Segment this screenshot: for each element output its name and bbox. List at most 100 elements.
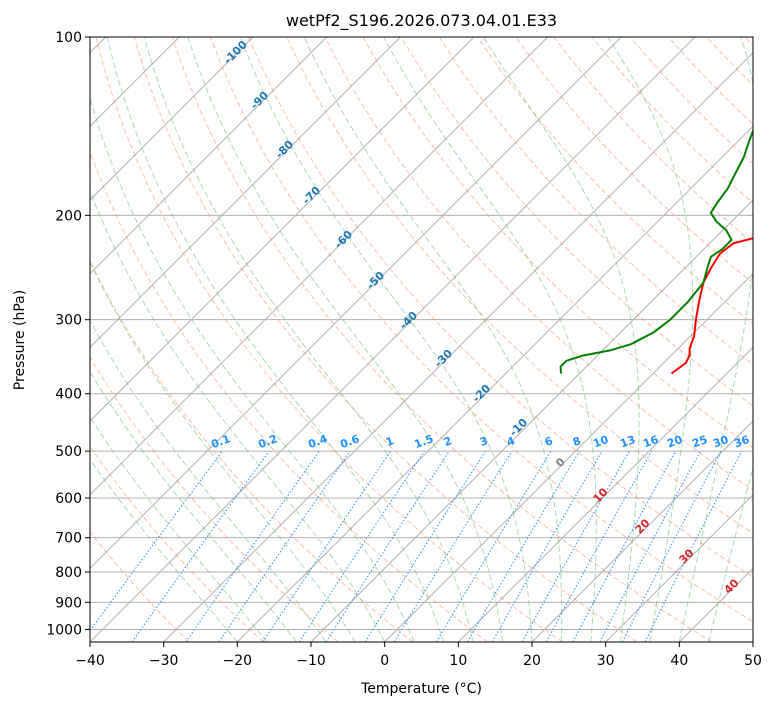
mixing-ratio-line [435, 450, 552, 642]
mixing-ratio-label: 8 [571, 434, 583, 449]
moist-adiabat-line [383, 37, 597, 642]
mixing-ratio-lines [90, 450, 743, 642]
mixing-ratio-line [621, 450, 722, 642]
mixing-ratio-line [298, 450, 425, 642]
x-tick-label: 0 [380, 653, 389, 669]
y-tick-label: 900 [55, 595, 82, 611]
y-tick-label: 1000 [46, 622, 82, 638]
dry-adiabat-line [248, 37, 753, 578]
moist-adiabat-line [482, 37, 640, 642]
mixing-ratio-line [90, 450, 223, 632]
chart-title: wetPf2_S196.2026.073.04.01.E33 [286, 11, 557, 31]
mixing-ratio-label: 36 [732, 433, 751, 451]
mixing-ratio-label: 2 [442, 434, 454, 449]
mixing-ratio-line [364, 450, 486, 642]
isotherm-line [163, 51, 753, 642]
mixing-ratio-label: 13 [618, 433, 637, 450]
isotherm-line [90, 37, 696, 642]
isotherm-line [90, 37, 622, 570]
isotherm-line [531, 420, 753, 642]
x-tick-label: 40 [670, 653, 688, 669]
x-tick-label: −40 [75, 653, 105, 669]
isotherm-line [90, 37, 401, 349]
mixing-ratio-line [572, 450, 677, 642]
moist-adiabat-line [90, 416, 268, 642]
mixing-ratio-label: 0.2 [256, 432, 279, 451]
y-tick-label: 500 [55, 444, 82, 460]
x-tick-label: −30 [149, 653, 179, 669]
isotherm-line [90, 37, 328, 275]
dewpoint-profile-line [559, 128, 753, 374]
dry-adiabat-line [515, 37, 753, 284]
y-axis-label: Pressure (hPa) [12, 290, 28, 390]
mixing-ratio-label: 20 [665, 433, 684, 451]
dry-adiabat-line [171, 37, 712, 642]
isotherm-line [90, 37, 254, 201]
dry-adiabat-line [90, 531, 190, 642]
moist-adiabat-line [187, 37, 503, 642]
dry-adiabat-line [324, 37, 753, 491]
x-tick-label: 10 [449, 653, 467, 669]
moist-adiabat-line [106, 37, 445, 642]
mixing-ratio-line [218, 450, 351, 642]
moist-adiabat-line [90, 260, 356, 642]
mixing-ratio-line [131, 450, 270, 642]
x-tick-label: 50 [744, 653, 762, 669]
dry-adiabat-line [90, 445, 264, 642]
moist-adiabat-line [303, 37, 563, 642]
y-tick-label: 400 [55, 387, 82, 403]
mixing-ratio-label: 1.5 [412, 432, 435, 451]
mixing-ratio-label: 0.1 [209, 432, 232, 451]
isotherm-line [605, 493, 753, 642]
moist-adiabat-lines [90, 37, 753, 642]
moist-adiabat-line [239, 37, 533, 642]
mixing-ratio-line [393, 450, 513, 642]
mixing-ratio-label: 10 [591, 433, 610, 451]
isotherm-line [90, 37, 475, 422]
mixing-ratio-line [521, 450, 630, 642]
x-tick-label: −20 [223, 653, 253, 669]
y-tick-label: 600 [55, 491, 82, 507]
x-axis-label: Temperature (°C) [360, 681, 482, 697]
mixing-ratio-label: 30 [711, 433, 730, 451]
plot-area: -100-90-80-70-60-50-40-30-20-10010203040… [90, 37, 753, 642]
mixing-ratio-line [599, 450, 701, 642]
isobar-lines [90, 37, 753, 630]
dry-adiabat-lines [90, 37, 753, 642]
y-tick-label: 800 [55, 565, 82, 581]
dry-adiabat-line [90, 356, 339, 642]
moist-adiabat-line [90, 370, 297, 642]
dry-adiabat-line [438, 37, 753, 366]
y-tick-label: 700 [55, 531, 82, 547]
y-axis-ticks: 1000 900 800 700 600 500 400 300 200 100 [46, 30, 90, 638]
mixing-ratio-line [185, 450, 320, 642]
y-tick-label: 200 [55, 208, 82, 224]
x-axis-ticks: −40 −30 −20 −10 0 10 20 30 40 50 [75, 642, 762, 669]
x-tick-label: −10 [296, 653, 326, 669]
isotherm-line [384, 272, 753, 642]
isotherm-line [90, 37, 549, 496]
dry-adiabat-line [95, 37, 563, 642]
moist-adiabat-line [90, 96, 415, 642]
isotherm-line [236, 125, 753, 642]
dry-adiabat-line [90, 259, 414, 642]
mixing-ratio-line [644, 450, 743, 642]
mixing-ratio-label: 3 [478, 434, 490, 449]
moist-adiabat-line [607, 37, 694, 642]
dry-adiabat-line [133, 37, 638, 642]
mixing-ratio-label: 16 [641, 433, 660, 451]
mixing-ratio-label: 6 [543, 434, 555, 449]
x-tick-label: 20 [523, 653, 541, 669]
mixing-ratio-label: 1 [384, 434, 396, 449]
moist-adiabat-line [90, 189, 386, 642]
profile-series [559, 128, 753, 375]
y-tick-label: 300 [55, 313, 82, 329]
dry-adiabat-line [210, 37, 753, 623]
dry-adiabat-line [400, 37, 753, 407]
mixing-ratio-label: 4 [505, 434, 517, 449]
dry-adiabat-line [90, 150, 488, 642]
moist-adiabat-line [143, 37, 474, 642]
x-tick-label: 30 [597, 653, 615, 669]
